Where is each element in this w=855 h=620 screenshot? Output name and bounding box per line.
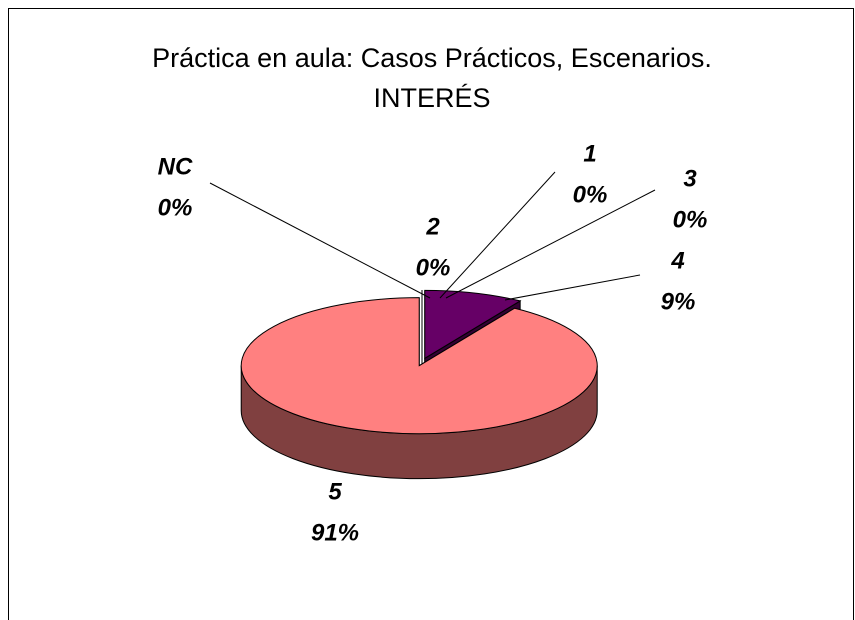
slice bbox=[240, 297, 598, 435]
data-label: 9% bbox=[661, 288, 696, 315]
data-label-category: 1 bbox=[583, 140, 596, 167]
leader-line bbox=[445, 189, 656, 299]
leader-line bbox=[439, 171, 556, 299]
data-label-category: 3 bbox=[683, 165, 697, 192]
data-label: 0% bbox=[573, 181, 608, 208]
data-label: 0% bbox=[673, 206, 708, 233]
data-label-category: 4 bbox=[670, 247, 684, 274]
chart-title: Práctica en aula: Casos Prácticos, Escen… bbox=[152, 43, 712, 73]
chart-title: INTERÉS bbox=[373, 83, 490, 113]
leader-line bbox=[504, 274, 641, 301]
data-label-category: 2 bbox=[425, 213, 440, 240]
data-label: 91% bbox=[311, 519, 359, 546]
data-label-category: NC bbox=[158, 153, 193, 180]
data-label-category: 5 bbox=[328, 478, 342, 505]
leader-line bbox=[209, 182, 431, 299]
slice bbox=[424, 289, 522, 360]
data-label: 0% bbox=[416, 254, 451, 281]
data-label: 0% bbox=[158, 194, 193, 221]
